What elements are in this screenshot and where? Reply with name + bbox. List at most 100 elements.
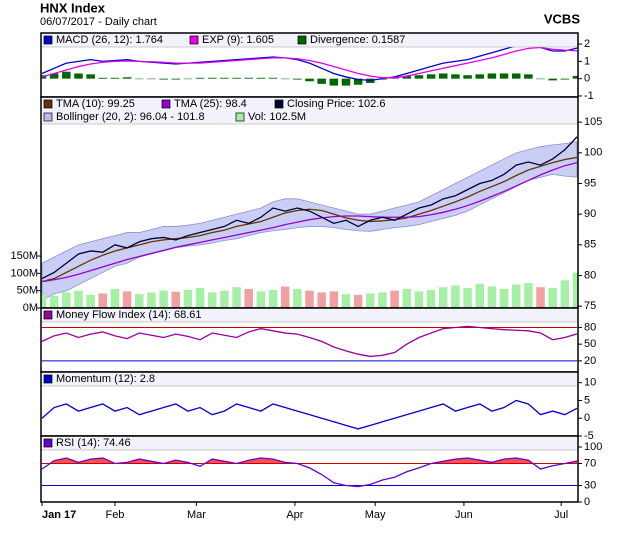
divergence-bar — [317, 78, 326, 84]
divergence-bar — [560, 78, 570, 80]
series-line — [41, 156, 578, 283]
legend-swatch — [43, 112, 53, 122]
y-tick-label: 10 — [584, 377, 596, 389]
divergence-bar — [426, 74, 436, 79]
divergence-bar — [548, 78, 557, 81]
y-tick-label: 75 — [584, 300, 596, 312]
panel-frame — [40, 435, 579, 503]
divergence-bar — [207, 77, 217, 79]
legend-swatch — [189, 35, 199, 45]
divergence-bar — [536, 78, 545, 80]
divergence-bar — [414, 75, 424, 79]
legend-label: Momentum (12): 2.8 — [56, 373, 155, 385]
y-tick-label: -1 — [584, 90, 594, 102]
volume-bar — [293, 288, 302, 308]
series-line — [41, 457, 578, 488]
volume-bar — [341, 294, 351, 308]
divergence-bar — [524, 74, 533, 79]
chart-title: HNX Index — [40, 0, 106, 15]
legend-label: Closing Price: 102.6 — [287, 98, 385, 110]
y-tick-label: 0 — [584, 73, 590, 85]
x-tick-label: Mar — [187, 509, 206, 521]
y2-tick-label: 0M — [23, 302, 38, 314]
divergence-bar — [353, 78, 363, 85]
volume-bar — [74, 290, 83, 308]
volume-bar — [451, 285, 460, 308]
y2-tick-label: 150M — [10, 250, 38, 262]
divergence-bar — [256, 77, 266, 79]
legend-label: TMA (25): 98.4 — [174, 98, 247, 110]
x-tick-label: Feb — [105, 509, 124, 521]
legend-swatch — [43, 438, 53, 448]
legend-label: Money Flow Index (14): 68.61 — [56, 309, 202, 321]
volume-bar — [475, 283, 484, 308]
divergence-bar — [98, 77, 108, 79]
legend-swatch — [235, 112, 245, 122]
divergence-bar — [62, 71, 71, 79]
legend-swatch — [43, 35, 53, 45]
volume-bar — [86, 294, 95, 308]
volume-bar — [329, 291, 339, 308]
volume-bar — [426, 289, 436, 308]
y-tick-label: 100 — [584, 147, 602, 159]
divergence-bar — [305, 78, 314, 82]
legend-label: MACD (26, 12): 1.764 — [56, 34, 163, 46]
plot-area — [41, 325, 578, 362]
y-tick-label: 90 — [584, 208, 596, 220]
y-tick-label: 30 — [584, 479, 596, 491]
divergence-bar — [183, 78, 193, 80]
volume-bar — [220, 290, 229, 308]
plot-area — [41, 457, 578, 488]
volume-bar — [268, 289, 278, 308]
divergence-bar — [280, 78, 290, 80]
legend-label: EXP (9): 1.605 — [202, 34, 274, 46]
y2-tick-label: 100M — [10, 267, 38, 279]
divergence-bar — [511, 73, 521, 79]
volume-bar — [548, 287, 557, 308]
plot-area — [41, 43, 578, 86]
y-tick-label: 85 — [584, 239, 596, 251]
y-tick-label: 100 — [584, 441, 602, 453]
divergence-bar — [487, 73, 497, 79]
divergence-bar — [463, 75, 472, 79]
volume-bar — [171, 291, 181, 308]
volume-bar — [98, 293, 108, 308]
volume-bar — [159, 290, 168, 308]
volume-bar — [135, 294, 144, 308]
legend-label: TMA (10): 99.25 — [56, 98, 135, 110]
y-tick-label: -5 — [584, 430, 594, 442]
legend-swatch — [43, 374, 53, 384]
legend-swatch — [274, 99, 284, 109]
volume-bar — [390, 290, 399, 308]
y-tick-label: 1 — [584, 55, 590, 67]
x-tick-label: Jul — [554, 509, 568, 521]
y-tick-label: 5 — [584, 394, 590, 406]
volume-bar — [147, 292, 156, 308]
plot-area — [41, 136, 578, 308]
y-tick-label: 95 — [584, 177, 596, 189]
x-tick-label: May — [365, 509, 386, 521]
chart-subtitle: 06/07/2017 - Daily chart — [40, 16, 157, 28]
volume-bar — [524, 283, 533, 308]
volume-bar — [317, 292, 326, 308]
legend-swatch — [297, 35, 307, 45]
volume-bar — [438, 287, 448, 308]
y-tick-label: 80 — [584, 269, 596, 281]
y-tick-label: 70 — [584, 457, 596, 469]
divergence-bar — [232, 77, 241, 79]
divergence-bar — [159, 78, 168, 80]
volume-bar — [280, 286, 290, 308]
divergence-bar — [49, 73, 59, 79]
legend-swatch — [161, 99, 171, 109]
volume-bar — [414, 291, 424, 308]
volume-bar — [536, 287, 545, 308]
series-line — [41, 399, 578, 430]
divergence-bar — [220, 77, 229, 79]
volume-bar — [499, 288, 509, 308]
legend-label: RSI (14): 74.46 — [56, 437, 131, 449]
divergence-bar — [86, 74, 95, 79]
series-line — [41, 162, 578, 283]
volume-bar — [305, 290, 314, 308]
volume-bar — [41, 294, 47, 308]
